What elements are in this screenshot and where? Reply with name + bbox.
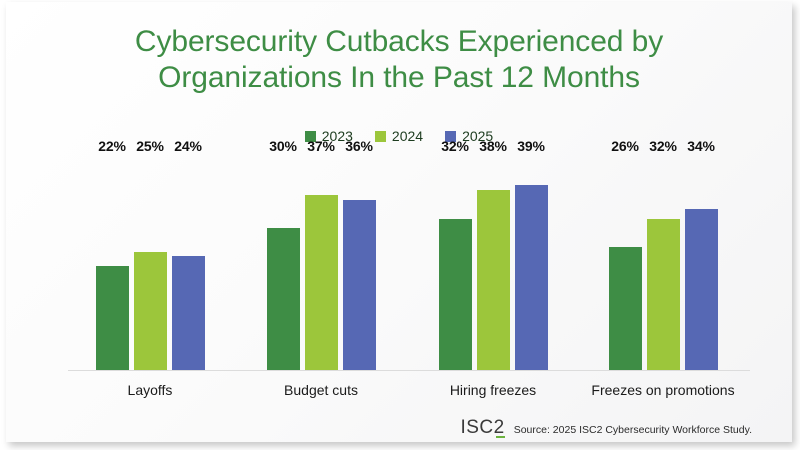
bar-2024-budget-cuts[interactable]: 37% <box>304 138 338 370</box>
chart-card: Cybersecurity Cutbacks Experienced by Or… <box>6 2 792 442</box>
bar-rect <box>171 256 205 370</box>
bar-value-label: 34% <box>687 138 715 154</box>
chart-title: Cybersecurity Cutbacks Experienced by Or… <box>134 25 664 94</box>
bar-value-label: 32% <box>649 138 677 154</box>
bar-group-3: 26% 32% 34% <box>608 138 718 370</box>
legend-swatch-2025 <box>445 130 457 142</box>
plot-area: 22% 25% 24% 30% 37% 36% 32% 38% 39% 26% 32% 34% <box>68 138 744 370</box>
bar-2023-budget-cuts[interactable]: 30% <box>266 138 300 370</box>
bar-2025-budget-cuts[interactable]: 36% <box>342 138 376 370</box>
bar-value-label: 36% <box>345 138 373 154</box>
legend-item-2024[interactable]: 2024 <box>374 128 424 144</box>
bar-value-label: 25% <box>136 138 164 154</box>
isc2-logo-text: ISC2 <box>460 417 505 438</box>
bar-rect <box>476 190 510 370</box>
bar-rect <box>608 247 642 370</box>
category-label-1: Budget cuts <box>284 382 358 398</box>
bar-rect <box>684 209 718 370</box>
bar-value-label: 22% <box>98 138 126 154</box>
bar-rect <box>514 185 548 370</box>
category-label-2: Hiring freezes <box>449 382 537 398</box>
legend-swatch-2023 <box>304 130 316 142</box>
bar-2024-hiring-freezes[interactable]: 38% <box>476 138 510 370</box>
isc2-logo-accent-icon <box>495 436 505 438</box>
bar-value-label: 24% <box>174 138 202 154</box>
bar-value-label: 38% <box>479 138 507 154</box>
source-note: Source: 2025 ISC2 Cybersecurity Workforc… <box>513 424 752 436</box>
bar-value-label: 30% <box>269 138 297 154</box>
bar-2023-layoffs[interactable]: 22% <box>95 138 129 370</box>
bar-rect <box>133 252 167 370</box>
category-label-3: Freezes on promotions <box>591 382 735 398</box>
legend-label-2025: 2025 <box>462 128 494 144</box>
category-label-0: Layoffs <box>127 382 173 398</box>
bar-2025-hiring-freezes[interactable]: 39% <box>514 138 548 370</box>
bar-2023-hiring-freezes[interactable]: 32% <box>438 138 472 370</box>
chart-footer: ISC2 Source: 2025 ISC2 Cybersecurity Wor… <box>6 417 792 439</box>
bar-rect <box>646 219 680 370</box>
bar-2024-layoffs[interactable]: 25% <box>133 138 167 370</box>
bar-group-0: 22% 25% 24% <box>95 138 205 370</box>
legend-label-2023: 2023 <box>321 128 353 144</box>
bar-value-label: 39% <box>517 138 545 154</box>
bar-2025-layoffs[interactable]: 24% <box>171 138 205 370</box>
bar-2025-freezes-on-promotions[interactable]: 34% <box>684 138 718 370</box>
bar-rect <box>342 200 376 370</box>
bar-rect <box>438 219 472 370</box>
bar-rect <box>266 228 300 370</box>
bar-value-label: 32% <box>441 138 469 154</box>
bar-value-label: 26% <box>611 138 639 154</box>
legend-label-2024: 2024 <box>391 128 424 144</box>
bar-value-label: 37% <box>307 138 335 154</box>
chart-legend: 2023 2024 2025 <box>6 128 792 144</box>
bar-2023-freezes-on-promotions[interactable]: 26% <box>608 138 642 370</box>
bar-group-1: 30% 37% 36% <box>266 138 376 370</box>
bar-rect <box>95 266 129 370</box>
bar-group-2: 32% 38% 39% <box>438 138 548 370</box>
legend-item-2023[interactable]: 2023 <box>304 128 353 144</box>
x-axis-line <box>68 370 750 371</box>
bar-2024-freezes-on-promotions[interactable]: 32% <box>646 138 680 370</box>
legend-swatch-2024 <box>374 130 386 142</box>
legend-item-2025[interactable]: 2025 <box>445 128 493 144</box>
bar-rect <box>304 195 338 370</box>
isc2-logo: ISC2 <box>460 417 505 439</box>
